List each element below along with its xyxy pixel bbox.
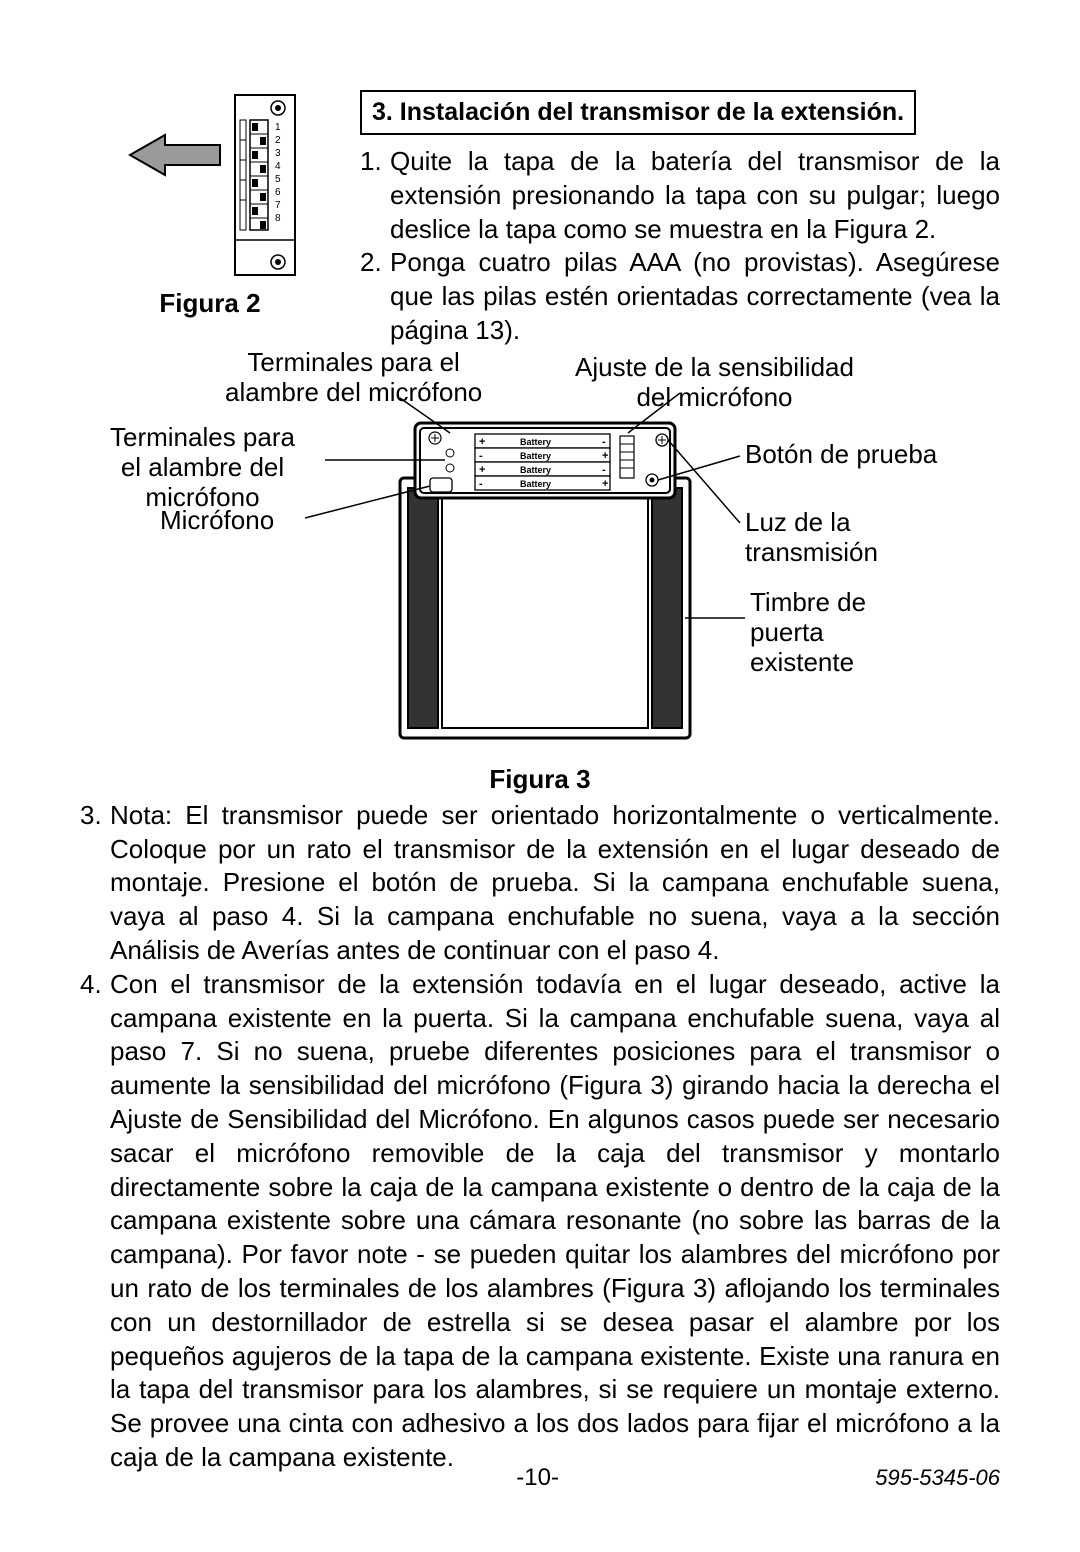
- step-3: 3. Nota: El transmisor puede ser orienta…: [80, 799, 1000, 968]
- step-1: 1. Quite la tapa de la batería del trans…: [360, 145, 1000, 246]
- section-title-box: 3. Instalación del transmisor de la exte…: [360, 90, 916, 135]
- svg-text:-: -: [479, 450, 483, 462]
- lbl-tx-light: Luz de la transmisión: [745, 508, 878, 568]
- svg-text:+: +: [479, 464, 485, 476]
- svg-text:-: -: [602, 436, 606, 448]
- svg-text:Battery: Battery: [520, 465, 551, 475]
- svg-text:+: +: [602, 450, 608, 462]
- part-number: 595-5345-06: [875, 1465, 1000, 1491]
- figure-2-caption: Figura 2: [80, 288, 340, 319]
- lbl-test-btn: Botón de prueba: [745, 440, 937, 470]
- svg-text:Battery: Battery: [520, 451, 551, 461]
- lbl-doorbell: Timbre de puerta existente: [750, 588, 866, 678]
- slide-arrow-icon: [130, 135, 220, 175]
- step-text: Nota: El transmisor puede ser orientado …: [110, 799, 1000, 968]
- svg-text:-: -: [602, 464, 606, 476]
- step-number: 3.: [80, 799, 110, 968]
- step-number: 2.: [360, 246, 390, 347]
- svg-text:Battery: Battery: [520, 479, 551, 489]
- step-text: Quite la tapa de la batería del transmis…: [390, 145, 1000, 246]
- step-number: 1.: [360, 145, 390, 246]
- manual-page: 12345678 Figura 2 3. Instalación del tra…: [0, 0, 1080, 1552]
- page-footer: -10- 595-5345-06: [80, 1464, 1000, 1492]
- figure-2-column: 12345678 Figura 2: [80, 90, 340, 319]
- figure-3-caption: Figura 3: [80, 764, 1000, 795]
- lbl-term-left: Terminales para el alambre del micrófono: [110, 423, 295, 513]
- svg-text:+: +: [602, 478, 608, 490]
- step-number: 4.: [80, 968, 110, 1475]
- svg-text:-: -: [479, 478, 483, 490]
- svg-text:Battery: Battery: [520, 437, 551, 447]
- steps-top-column: 3. Instalación del transmisor de la exte…: [340, 90, 1000, 348]
- steps-3-4: 3. Nota: El transmisor puede ser orienta…: [80, 799, 1000, 1475]
- step-text: Ponga cuatro pilas AAA (no provistas). A…: [390, 246, 1000, 347]
- page-number: -10-: [200, 1464, 875, 1492]
- top-row: 12345678 Figura 2 3. Instalación del tra…: [80, 90, 1000, 348]
- step-2: 2. Ponga cuatro pilas AAA (no provistas)…: [360, 246, 1000, 347]
- figure-2-illustration: 12345678: [100, 90, 320, 280]
- lbl-term-top: Terminales para el alambre del micrófono: [225, 348, 482, 408]
- figure-3-wrap: Battery Battery Battery Battery + - - + + -…: [80, 348, 1000, 758]
- steps-1-2: 1. Quite la tapa de la batería del trans…: [360, 145, 1000, 348]
- step-4: 4. Con el transmisor de la extensión tod…: [80, 968, 1000, 1475]
- svg-text:+: +: [479, 436, 485, 448]
- lbl-mic: Micrófono: [160, 506, 274, 536]
- step-text: Con el transmisor de la extensión todaví…: [110, 968, 1000, 1475]
- lbl-sens: Ajuste de la sensibilidad del micrófono: [575, 353, 854, 413]
